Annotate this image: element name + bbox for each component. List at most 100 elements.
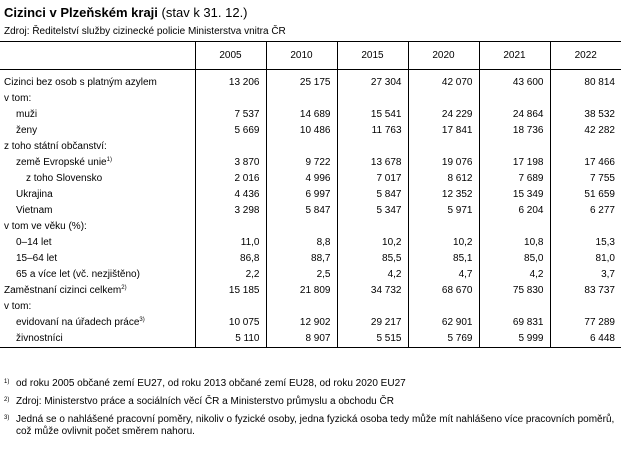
table-row: v tom ve věku (%): bbox=[0, 219, 621, 235]
value-cell bbox=[265, 91, 337, 107]
value-cell bbox=[336, 299, 408, 315]
value-cell bbox=[478, 219, 550, 235]
footnote-text: Zdroj: Ministerstvo práce a sociálních v… bbox=[16, 396, 394, 407]
value-cell bbox=[549, 299, 621, 315]
value-cell bbox=[194, 299, 266, 315]
value-cell: 10,2 bbox=[407, 235, 479, 251]
row-label-text: evidovaní na úřadech práce bbox=[16, 317, 140, 328]
value-cell: 24 864 bbox=[478, 107, 550, 123]
value-cell: 9 722 bbox=[265, 155, 337, 171]
table-row: 15–64 let 86,8 88,7 85,5 85,1 85,0 81,0 bbox=[0, 251, 621, 267]
footnotes: 1) od roku 2005 občané zemí EU27, od roku… bbox=[4, 378, 616, 444]
value-cell: 7 689 bbox=[478, 171, 550, 187]
value-cell bbox=[194, 139, 266, 155]
footnote: 2) Zdroj: Ministerstvo práce a sociálních… bbox=[4, 396, 616, 408]
value-cell: 8,8 bbox=[265, 235, 337, 251]
row-label: živnostníci bbox=[0, 331, 195, 348]
value-cell: 5 769 bbox=[407, 331, 479, 348]
value-cell bbox=[549, 219, 621, 235]
row-label-text: Cizinci bez osob s platným azylem bbox=[4, 77, 157, 88]
value-cell: 38 532 bbox=[549, 107, 621, 123]
row-label-text: 0–14 let bbox=[16, 237, 52, 248]
value-cell bbox=[194, 91, 266, 107]
row-label-text: v tom: bbox=[4, 93, 32, 104]
row-label-text: z toho Slovensko bbox=[26, 173, 103, 184]
table-row: z toho Slovensko 2 016 4 996 7 017 8 612 7 68… bbox=[0, 171, 621, 187]
row-label-text: Vietnam bbox=[16, 205, 53, 216]
table-row: živnostníci 5 110 8 907 5 515 5 769 5 999 6 44… bbox=[0, 331, 621, 348]
value-cell: 8 612 bbox=[407, 171, 479, 187]
value-cell: 13 678 bbox=[336, 155, 408, 171]
value-cell: 6 277 bbox=[549, 203, 621, 219]
table-row: Cizinci bez osob s platným azylem 13 206 2… bbox=[0, 75, 621, 91]
row-label-text: v tom ve věku (%): bbox=[4, 221, 87, 232]
footnote-text: Jedná se o nahlášené pracovní poměry, ni… bbox=[16, 414, 615, 437]
value-cell: 17 466 bbox=[549, 155, 621, 171]
row-label: Vietnam bbox=[0, 203, 195, 219]
table-row: země Evropské unie1) 3 870 9 722 13 678 19 0… bbox=[0, 155, 621, 171]
value-cell: 15,3 bbox=[549, 235, 621, 251]
year-header: 2015 bbox=[336, 41, 408, 70]
value-cell: 5 347 bbox=[336, 203, 408, 219]
value-cell: 5 110 bbox=[194, 331, 266, 348]
row-label: z toho Slovensko bbox=[0, 171, 195, 187]
value-cell: 3 298 bbox=[194, 203, 266, 219]
footnote: 1) od roku 2005 občané zemí EU27, od roku… bbox=[4, 378, 616, 390]
value-cell: 13 206 bbox=[194, 75, 266, 91]
table-row: evidovaní na úřadech práce3) 10 075 12 902… bbox=[0, 315, 621, 331]
table-row: Zaměstnaní cizinci celkem2) 15 185 21 809 3… bbox=[0, 283, 621, 299]
value-cell bbox=[336, 219, 408, 235]
value-cell: 4,2 bbox=[478, 267, 550, 283]
table-row: 0–14 let 11,0 8,8 10,2 10,2 10,8 15,3 bbox=[0, 235, 621, 251]
value-cell: 12 352 bbox=[407, 187, 479, 203]
value-cell: 11 763 bbox=[336, 123, 408, 139]
row-label: z toho státní občanství: bbox=[0, 139, 195, 155]
value-cell: 43 600 bbox=[478, 75, 550, 91]
value-cell: 83 737 bbox=[549, 283, 621, 299]
table-row: z toho státní občanství: bbox=[0, 139, 621, 155]
year-header: 2010 bbox=[265, 41, 337, 70]
value-cell: 29 217 bbox=[336, 315, 408, 331]
table-row: 65 a více let (vč. nezjištěno) 2,2 2,5 4,2 4… bbox=[0, 267, 621, 283]
value-cell bbox=[407, 91, 479, 107]
value-cell: 12 902 bbox=[265, 315, 337, 331]
footnote-ref: 2) bbox=[121, 285, 127, 291]
value-cell bbox=[265, 139, 337, 155]
row-label-text: země Evropské unie bbox=[16, 157, 107, 168]
value-cell bbox=[407, 219, 479, 235]
row-label: ženy bbox=[0, 123, 195, 139]
value-cell: 7 755 bbox=[549, 171, 621, 187]
value-cell: 4,2 bbox=[336, 267, 408, 283]
value-cell: 19 076 bbox=[407, 155, 479, 171]
value-cell: 75 830 bbox=[478, 283, 550, 299]
value-cell: 2 016 bbox=[194, 171, 266, 187]
value-cell bbox=[265, 219, 337, 235]
value-cell: 5 999 bbox=[478, 331, 550, 348]
value-cell: 42 282 bbox=[549, 123, 621, 139]
value-cell: 5 669 bbox=[194, 123, 266, 139]
value-cell: 6 997 bbox=[265, 187, 337, 203]
value-cell: 85,0 bbox=[478, 251, 550, 267]
value-cell: 85,5 bbox=[336, 251, 408, 267]
value-cell: 4 996 bbox=[265, 171, 337, 187]
footnote-ref: 1) bbox=[106, 157, 112, 163]
row-label: muži bbox=[0, 107, 195, 123]
row-label: v tom ve věku (%): bbox=[0, 219, 195, 235]
value-cell: 5 515 bbox=[336, 331, 408, 348]
row-label-text: Ukrajina bbox=[16, 189, 53, 200]
row-label-text: z toho státní občanství: bbox=[4, 141, 107, 152]
row-label-text: v tom: bbox=[4, 301, 32, 312]
value-cell: 18 736 bbox=[478, 123, 550, 139]
value-cell: 6 448 bbox=[549, 331, 621, 348]
value-cell: 10 075 bbox=[194, 315, 266, 331]
value-cell: 15 541 bbox=[336, 107, 408, 123]
value-cell bbox=[265, 299, 337, 315]
source-line: Zdroj: Ředitelství služby cizinecké poli… bbox=[4, 26, 286, 37]
year-header: 2021 bbox=[478, 41, 550, 70]
year-header: 2022 bbox=[549, 41, 621, 70]
table-row: Ukrajina 4 436 6 997 5 847 12 352 15 349 51 65… bbox=[0, 187, 621, 203]
value-cell bbox=[478, 299, 550, 315]
header-label-cell bbox=[0, 41, 195, 70]
value-cell: 81,0 bbox=[549, 251, 621, 267]
value-cell: 5 971 bbox=[407, 203, 479, 219]
